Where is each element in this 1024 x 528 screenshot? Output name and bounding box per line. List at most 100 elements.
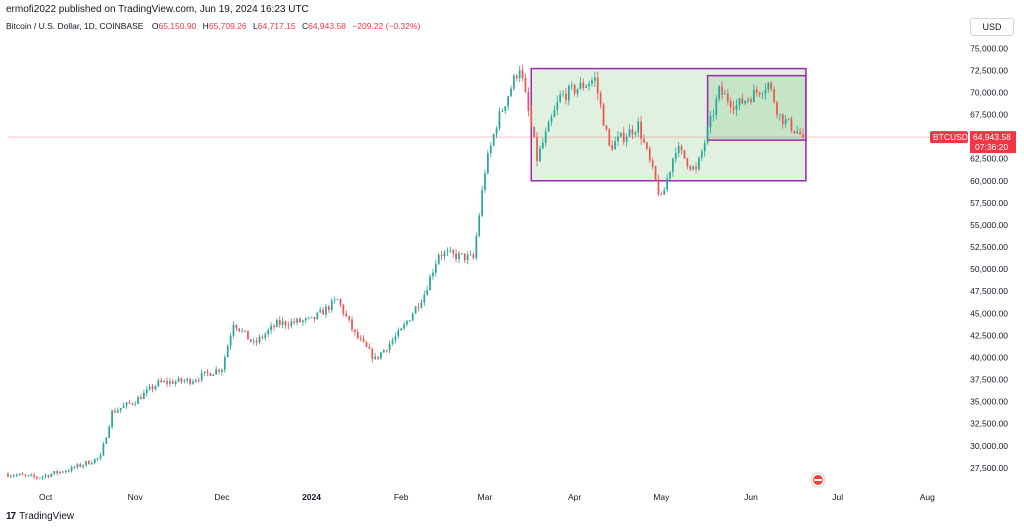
candle	[200, 369, 203, 383]
candle	[414, 306, 417, 314]
candle	[637, 117, 640, 137]
candle	[394, 332, 397, 344]
candle	[773, 86, 775, 104]
candle	[498, 107, 501, 131]
candle	[599, 90, 602, 109]
high-label: H	[202, 21, 209, 31]
candle	[160, 377, 163, 384]
candle	[654, 165, 657, 181]
candle	[507, 95, 509, 111]
candle	[322, 307, 324, 315]
candle	[351, 316, 353, 333]
candle	[264, 331, 267, 341]
price-tick-label: 40,000.00	[970, 352, 1008, 362]
candle	[521, 64, 524, 82]
candle	[487, 149, 489, 175]
price-tag: BTCUSD 64,943.58 07:36:20	[930, 131, 1016, 154]
candle	[171, 378, 174, 385]
candle	[169, 378, 171, 387]
event-marker[interactable]	[810, 472, 826, 488]
candle	[296, 317, 298, 326]
candle	[492, 133, 495, 147]
candle	[342, 303, 345, 317]
candle	[744, 100, 747, 106]
candle	[307, 316, 310, 320]
candle	[449, 246, 452, 253]
candle	[489, 142, 492, 158]
candle	[359, 334, 362, 342]
candle	[648, 146, 651, 164]
candle	[62, 470, 64, 474]
candle	[515, 74, 518, 82]
candle	[663, 186, 666, 195]
candle	[192, 378, 194, 385]
candle	[397, 327, 400, 339]
close-value: 64,943.58	[308, 21, 346, 31]
candle	[368, 343, 371, 349]
symbol-name: Bitcoin / U.S. Dollar, 1D, COINBASE	[6, 21, 144, 31]
candle	[145, 386, 148, 397]
candle	[148, 383, 151, 391]
candle	[44, 473, 47, 479]
candle	[177, 376, 180, 383]
candle	[429, 274, 431, 291]
open-value: 65,150.90	[158, 21, 197, 31]
candle	[698, 156, 700, 172]
candle	[686, 157, 689, 170]
candle	[541, 138, 544, 150]
candle	[64, 469, 67, 474]
candle	[223, 354, 226, 373]
tradingview-brand[interactable]: 17 TradingView	[6, 511, 74, 522]
candle	[330, 298, 333, 313]
candle	[377, 356, 379, 361]
candle	[93, 458, 96, 465]
candle	[495, 126, 498, 139]
candle	[382, 349, 385, 353]
candle	[617, 130, 619, 146]
candle	[96, 457, 99, 462]
candle	[325, 303, 327, 318]
candle	[625, 133, 628, 148]
candle	[536, 132, 538, 167]
candle	[163, 379, 165, 383]
candle	[802, 128, 804, 142]
price-tick-label: 67,500.00	[970, 110, 1008, 120]
candle	[232, 321, 235, 338]
candle	[313, 316, 316, 322]
candle	[229, 332, 232, 350]
candle	[99, 452, 102, 461]
candle	[432, 268, 434, 280]
candle	[510, 85, 512, 97]
currency-button[interactable]: USD	[970, 18, 1014, 36]
candle	[643, 134, 645, 144]
candle	[455, 249, 457, 263]
candle	[116, 407, 119, 413]
candle	[458, 250, 460, 264]
candle	[38, 477, 41, 480]
candle	[677, 141, 680, 158]
candle	[70, 465, 73, 473]
candle	[726, 88, 729, 106]
candle	[622, 126, 625, 145]
candle	[209, 372, 212, 377]
candle	[530, 104, 533, 129]
price-tick-label: 32,500.00	[970, 419, 1008, 429]
candle	[371, 347, 374, 363]
candle	[596, 71, 599, 100]
candle	[565, 87, 567, 105]
candle	[197, 377, 200, 384]
candle	[799, 127, 801, 136]
candle	[73, 465, 76, 470]
candle	[758, 91, 761, 98]
candle	[434, 259, 437, 277]
price-tick-label: 27,500.00	[970, 463, 1008, 473]
candle	[689, 164, 692, 172]
candle	[403, 321, 405, 331]
candle	[50, 472, 53, 478]
candle	[738, 97, 741, 111]
candle	[215, 366, 218, 376]
price-tick-label: 52,500.00	[970, 242, 1008, 252]
candle	[114, 407, 116, 414]
candle	[469, 250, 472, 256]
